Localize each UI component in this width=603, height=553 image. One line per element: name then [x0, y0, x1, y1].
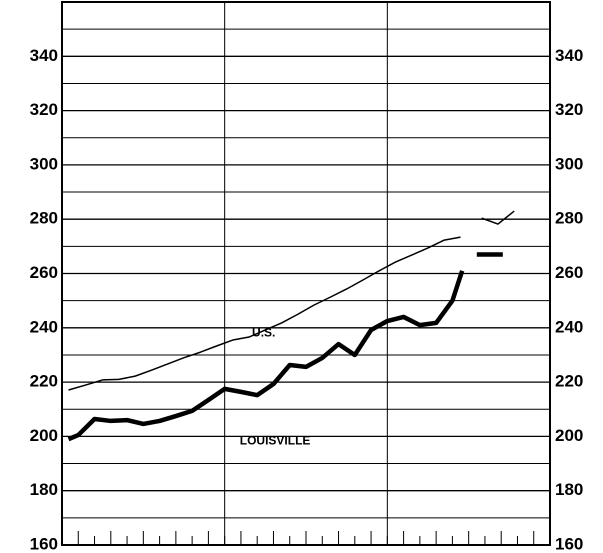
y-tick-label: 220 [30, 372, 58, 391]
y-tick-label: 260 [30, 263, 58, 282]
y2-tick-label: 320 [555, 100, 583, 119]
y2-tick-label: 280 [555, 209, 583, 228]
y2-tick-label: 160 [555, 534, 583, 553]
y-tick-label: 280 [30, 209, 58, 228]
series-label: U.S. [252, 326, 275, 340]
y-tick-label: 160 [30, 534, 58, 553]
y-tick-label: 180 [30, 480, 58, 499]
y2-tick-label: 300 [555, 154, 583, 173]
y2-tick-label: 260 [555, 263, 583, 282]
y2-tick-label: 180 [555, 480, 583, 499]
series-label: LOUISVILLE [240, 433, 311, 447]
y-tick-label: 300 [30, 154, 58, 173]
series-line [67, 252, 503, 442]
y-tick-label: 200 [30, 426, 58, 445]
y-tick-label: 340 [30, 46, 58, 65]
y2-tick-label: 340 [555, 46, 583, 65]
y2-tick-label: 220 [555, 372, 583, 391]
y2-tick-label: 200 [555, 426, 583, 445]
y2-tick-label: 240 [555, 317, 583, 336]
y-tick-label: 240 [30, 317, 58, 336]
series-line [68, 210, 515, 391]
y-tick-label: 320 [30, 100, 58, 119]
